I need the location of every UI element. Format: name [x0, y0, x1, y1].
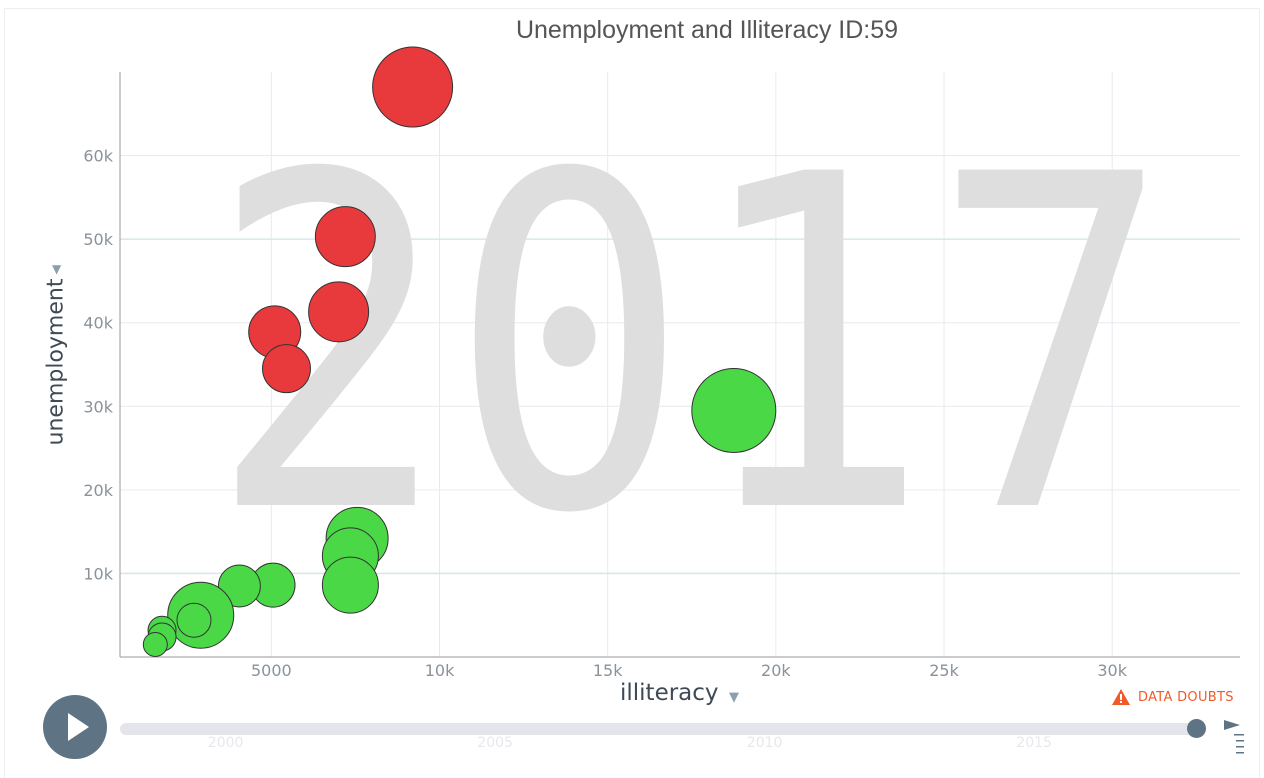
y-axis-dropdown-icon[interactable]: ▼: [52, 262, 62, 276]
timeline-tick-label: 2005: [477, 735, 513, 751]
x-tick-label: 25k: [929, 661, 959, 680]
warning-icon: [1112, 689, 1130, 705]
y-tick-label: 40k: [83, 314, 113, 333]
data-doubts-link[interactable]: DATA DOUBTS: [1112, 689, 1234, 705]
y-axis-label[interactable]: unemployment: [43, 278, 69, 446]
speed-control-icon[interactable]: [1222, 716, 1246, 756]
y-tick-label: 30k: [83, 397, 113, 416]
x-tick-label: 15k: [593, 661, 623, 680]
timeline-tick-label: 2000: [207, 735, 244, 751]
bubble-point[interactable]: [372, 46, 454, 128]
x-axis-dropdown-icon[interactable]: ▼: [729, 690, 739, 705]
x-tick-label: 20k: [761, 661, 791, 680]
timeline-handle[interactable]: [1187, 719, 1206, 738]
bubble-point[interactable]: [321, 556, 379, 614]
tick-labels: 5000 10k 15k 20k 25k 30k 10k 20k 30k 40k 50k 60k: [83, 147, 1127, 680]
bubble-point[interactable]: [176, 602, 212, 638]
bubble-point[interactable]: [261, 344, 311, 394]
timeline-tick-label: 2015: [1016, 735, 1052, 751]
x-tick-label: 10k: [425, 661, 455, 680]
y-tick-label: 20k: [83, 481, 113, 500]
bubble-point[interactable]: [691, 367, 777, 453]
timeline-tick-label: 2010: [746, 735, 783, 751]
y-tick-label: 60k: [83, 147, 113, 166]
chart-title: Unemployment and Illiteracy ID:59: [515, 16, 899, 44]
grid-lines: [120, 72, 1240, 657]
x-tick-label: 30k: [1097, 661, 1127, 680]
data-points: [142, 46, 777, 657]
bubble-point[interactable]: [308, 281, 370, 343]
x-axis-label[interactable]: illiteracy: [620, 680, 719, 706]
chart-frame: [4, 8, 1260, 778]
bubble-point[interactable]: [142, 631, 168, 657]
bubble-point[interactable]: [314, 206, 376, 268]
y-tick-label: 10k: [83, 564, 113, 583]
y-tick-label: 50k: [83, 230, 113, 249]
play-button[interactable]: [43, 695, 107, 759]
bubble-point[interactable]: [217, 564, 261, 608]
axes: [119, 72, 1240, 658]
data-doubts-label: DATA DOUBTS: [1138, 689, 1234, 705]
y-axis-label-wrap: unemployment: [36, 255, 76, 470]
timeline-track[interactable]: [120, 723, 1198, 735]
x-tick-label: 5000: [251, 661, 292, 680]
